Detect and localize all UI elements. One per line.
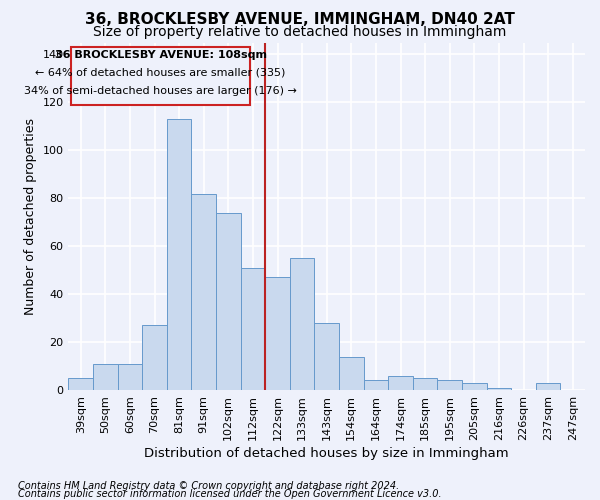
Text: 34% of semi-detached houses are larger (176) →: 34% of semi-detached houses are larger (… <box>24 86 297 96</box>
Text: Size of property relative to detached houses in Immingham: Size of property relative to detached ho… <box>94 25 506 39</box>
Bar <box>241 268 265 390</box>
Bar <box>142 326 167 390</box>
Text: Contains HM Land Registry data © Crown copyright and database right 2024.: Contains HM Land Registry data © Crown c… <box>18 481 399 491</box>
Bar <box>339 356 364 390</box>
Bar <box>93 364 118 390</box>
Bar <box>487 388 511 390</box>
Bar <box>191 194 216 390</box>
Text: Contains public sector information licensed under the Open Government Licence v3: Contains public sector information licen… <box>18 489 442 499</box>
Bar <box>314 323 339 390</box>
Bar <box>68 378 93 390</box>
Bar <box>437 380 462 390</box>
Bar <box>536 383 560 390</box>
Bar <box>265 278 290 390</box>
Bar <box>364 380 388 390</box>
Bar <box>216 212 241 390</box>
Text: ← 64% of detached houses are smaller (335): ← 64% of detached houses are smaller (33… <box>35 68 286 78</box>
Bar <box>167 119 191 390</box>
Text: 36, BROCKLESBY AVENUE, IMMINGHAM, DN40 2AT: 36, BROCKLESBY AVENUE, IMMINGHAM, DN40 2… <box>85 12 515 28</box>
Text: 36 BROCKLESBY AVENUE: 108sqm: 36 BROCKLESBY AVENUE: 108sqm <box>55 50 266 59</box>
X-axis label: Distribution of detached houses by size in Immingham: Distribution of detached houses by size … <box>145 447 509 460</box>
Y-axis label: Number of detached properties: Number of detached properties <box>24 118 37 315</box>
FancyBboxPatch shape <box>71 48 250 105</box>
Bar <box>118 364 142 390</box>
Bar <box>413 378 437 390</box>
Bar <box>462 383 487 390</box>
Bar <box>290 258 314 390</box>
Bar <box>388 376 413 390</box>
